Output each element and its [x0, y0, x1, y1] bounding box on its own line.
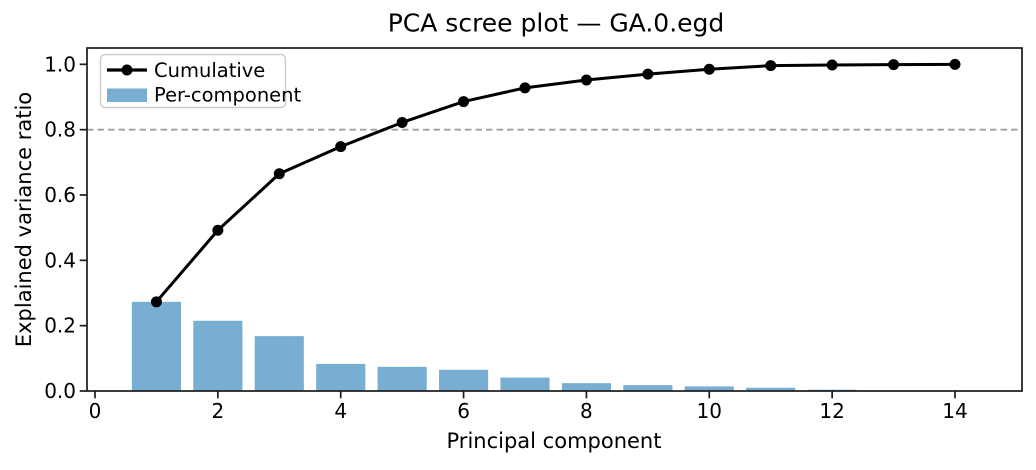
x-tick-label: 10 [697, 399, 722, 423]
y-tick-label: 0.2 [44, 314, 76, 338]
x-tick-label: 6 [457, 399, 470, 423]
cumulative-point-pc12 [826, 59, 838, 71]
y-tick-label: 0.0 [44, 379, 76, 403]
chart-title: PCA scree plot — GA.0.egd [388, 9, 725, 38]
cumulative-point-pc3 [273, 168, 285, 180]
y-tick-label: 0.6 [44, 183, 76, 207]
per-component-bar-pc11 [746, 387, 796, 391]
plot-area: 0 2 4 6 8 10 12 14 0.0 0.2 0.4 0.6 0.8 1.0 [44, 47, 1023, 423]
x-tick-label: 8 [580, 399, 593, 423]
cumulative-line [154, 62, 957, 304]
y-tick-label: 1.0 [44, 52, 76, 76]
per-component-bar-pc8 [561, 383, 612, 391]
cumulative-point-pc6 [458, 96, 470, 108]
axes-spines [86, 47, 1023, 392]
x-tick-label: 12 [819, 399, 844, 423]
per-component-bar-pc7 [500, 377, 550, 391]
legend-label-per-component: Per-component [154, 84, 302, 107]
legend-per-component-swatch [107, 88, 147, 102]
y-axis-label: Explained variance ratio [12, 92, 36, 347]
cumulative-point-pc11 [765, 60, 777, 72]
cumulative-point-pc5 [396, 116, 408, 128]
cumulative-point-pc1 [150, 296, 162, 308]
x-tick-label: 0 [89, 399, 102, 423]
per-component-bar-pc4 [316, 363, 366, 391]
x-tick-label: 14 [942, 399, 967, 423]
per-component-bar-pc10 [684, 386, 734, 391]
cumulative-point-pc7 [519, 82, 531, 94]
cumulative-point-pc9 [642, 68, 654, 80]
per-component-bar-pc1 [131, 301, 182, 391]
cumulative-point-pc4 [335, 141, 347, 153]
x-axis-label: Principal component [447, 429, 662, 453]
cumulative-point-pc14 [949, 58, 961, 70]
cumulative-point-pc8 [580, 74, 592, 86]
per-component-bar-pc6 [439, 369, 489, 391]
per-component-bar-pc9 [623, 385, 673, 391]
y-tick-label: 0.4 [44, 248, 76, 272]
y-tick-label: 0.8 [44, 118, 76, 142]
per-component-bar-pc5 [377, 366, 427, 391]
legend-cumulative-marker-icon [121, 64, 133, 76]
legend-label-cumulative: Cumulative [154, 59, 265, 82]
per-component-bar-pc2 [193, 320, 243, 391]
x-tick-label: 2 [211, 399, 224, 423]
per-component-bar-pc3 [254, 336, 304, 391]
cumulative-point-pc2 [212, 224, 224, 236]
cumulative-point-pc10 [703, 63, 715, 75]
x-tick-label: 4 [334, 399, 347, 423]
legend: Cumulative Per-component [99, 53, 302, 109]
cumulative-point-pc13 [888, 59, 900, 71]
